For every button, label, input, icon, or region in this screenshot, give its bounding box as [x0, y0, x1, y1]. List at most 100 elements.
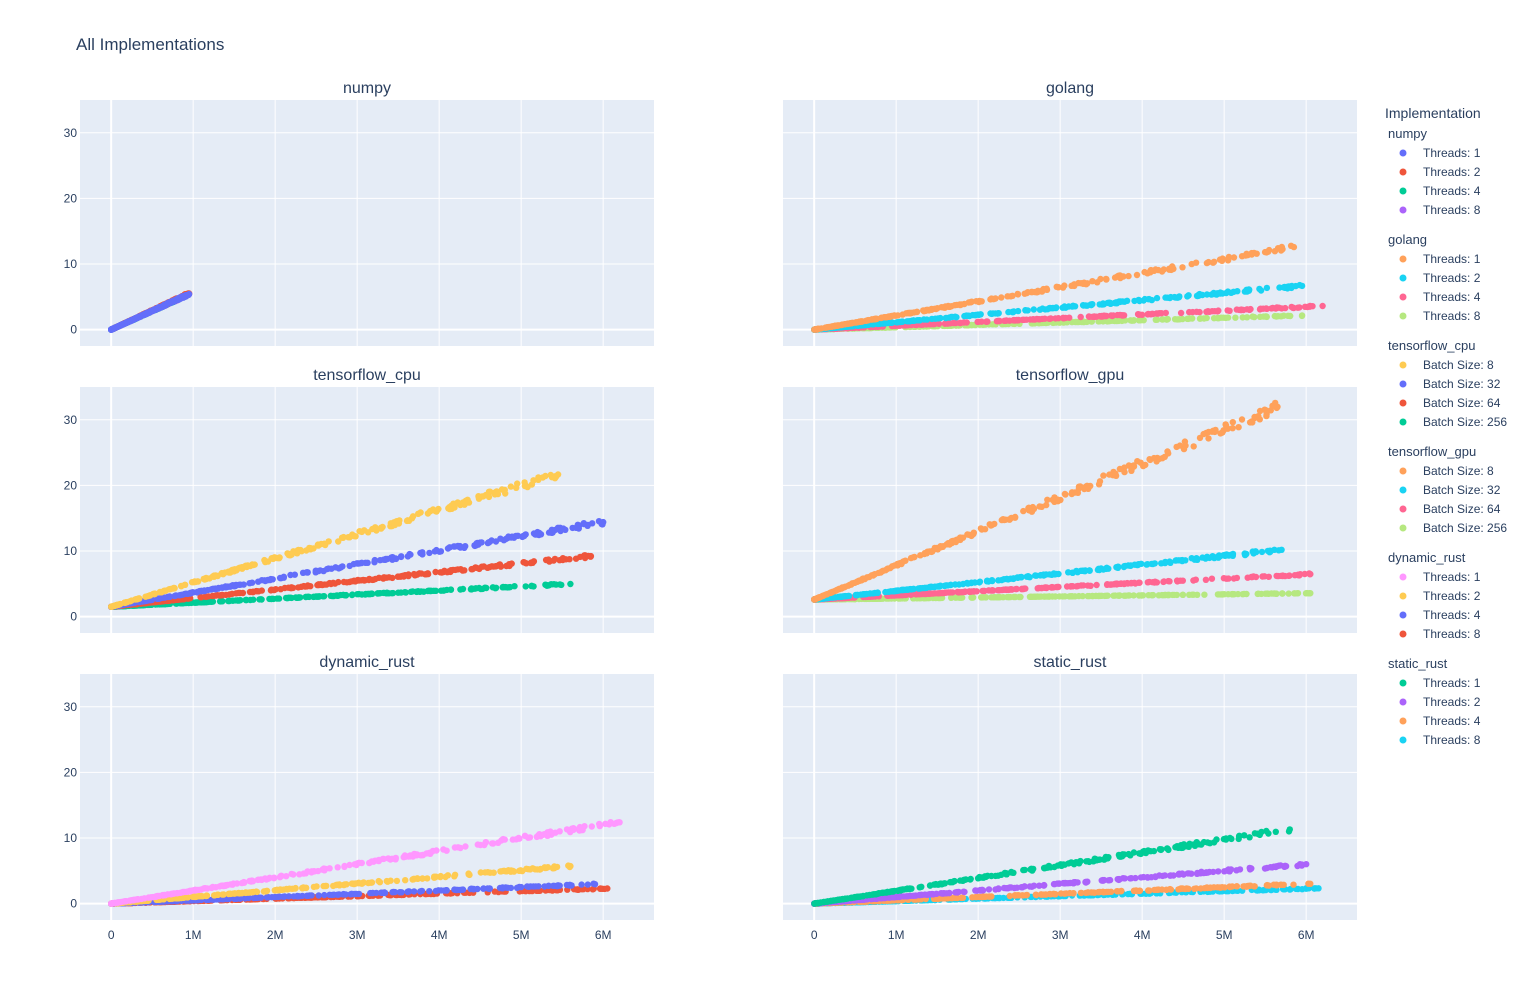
data-point [845, 592, 853, 600]
data-point [923, 306, 930, 314]
data-point [1196, 308, 1203, 316]
data-point [1257, 305, 1264, 312]
data-point [393, 877, 401, 885]
data-point [1278, 546, 1285, 553]
data-point [1269, 304, 1277, 312]
data-point [1077, 483, 1084, 490]
data-point [1125, 272, 1132, 280]
data-point [1081, 568, 1089, 575]
data-point [1099, 301, 1106, 308]
data-point [1041, 593, 1049, 600]
data-point [1267, 548, 1274, 555]
data-point [486, 539, 493, 546]
y-tick-label: 10 [64, 257, 78, 271]
data-point [426, 549, 433, 557]
data-point [952, 581, 959, 588]
data-point [1205, 435, 1212, 442]
data-point [911, 553, 918, 561]
data-point [1104, 592, 1111, 599]
data-point [1214, 591, 1222, 598]
data-point [913, 308, 920, 316]
data-point [1286, 283, 1293, 291]
data-point [451, 886, 458, 893]
data-point [342, 891, 349, 898]
data-point [1025, 573, 1032, 580]
data-point [1115, 563, 1122, 570]
data-point [1238, 416, 1246, 423]
data-point [976, 297, 983, 305]
data-point [578, 881, 585, 888]
data-point [418, 887, 426, 895]
data-point [971, 579, 979, 586]
data-point [1100, 472, 1107, 479]
data-point [377, 524, 385, 531]
data-point [1066, 593, 1074, 600]
data-point [1164, 448, 1171, 455]
data-point [1230, 288, 1237, 295]
data-point [1160, 592, 1167, 599]
data-point [327, 592, 334, 599]
data-point [532, 531, 539, 538]
data-point [597, 885, 604, 892]
data-point [554, 471, 562, 478]
y-tick-label: 10 [64, 831, 78, 845]
data-point [874, 589, 881, 596]
data-point [474, 540, 481, 547]
data-point [277, 586, 284, 593]
data-point [433, 546, 440, 554]
data-point [1134, 311, 1142, 318]
data-point [1074, 489, 1082, 496]
data-point [423, 571, 430, 578]
data-point [1062, 314, 1069, 322]
data-point [999, 516, 1007, 523]
data-point [1087, 301, 1095, 309]
y-tick-label: 0 [70, 323, 77, 337]
data-point [587, 552, 595, 560]
data-point [824, 324, 831, 331]
data-point [868, 316, 875, 323]
data-point [419, 549, 426, 556]
data-point [410, 570, 418, 578]
data-point [1061, 490, 1069, 498]
data-point [314, 567, 321, 575]
data-point [1192, 576, 1200, 583]
data-point [229, 582, 236, 590]
data-point [1173, 591, 1181, 599]
data-point [941, 582, 948, 590]
data-point [1235, 424, 1242, 431]
data-point [262, 558, 269, 566]
data-point [320, 593, 328, 600]
data-point [875, 569, 882, 577]
x-tick-label: 0 [108, 928, 115, 942]
data-point [970, 588, 977, 595]
data-point [972, 312, 979, 319]
data-point [937, 314, 944, 322]
data-point [513, 484, 520, 491]
data-point [815, 594, 822, 601]
data-point [1118, 317, 1126, 325]
data-point [197, 588, 204, 595]
data-point [1121, 563, 1128, 570]
data-point [934, 305, 941, 312]
data-point [811, 326, 819, 333]
data-point [1298, 282, 1306, 290]
data-point [350, 532, 358, 540]
data-point [923, 550, 930, 557]
data-point [894, 560, 901, 568]
data-point [444, 569, 451, 576]
data-point [1043, 584, 1051, 591]
data-point [114, 601, 122, 608]
data-point [238, 564, 245, 571]
data-point [845, 582, 852, 589]
data-point [884, 313, 891, 321]
data-point [998, 294, 1005, 301]
data-point [528, 559, 535, 566]
data-point [1050, 496, 1057, 503]
data-point [1128, 465, 1135, 473]
subplot-title: numpy [343, 80, 391, 97]
data-point [1078, 582, 1085, 589]
data-point [1290, 243, 1298, 251]
data-point [1035, 316, 1043, 323]
data-point [892, 312, 900, 319]
data-point [1265, 246, 1273, 254]
